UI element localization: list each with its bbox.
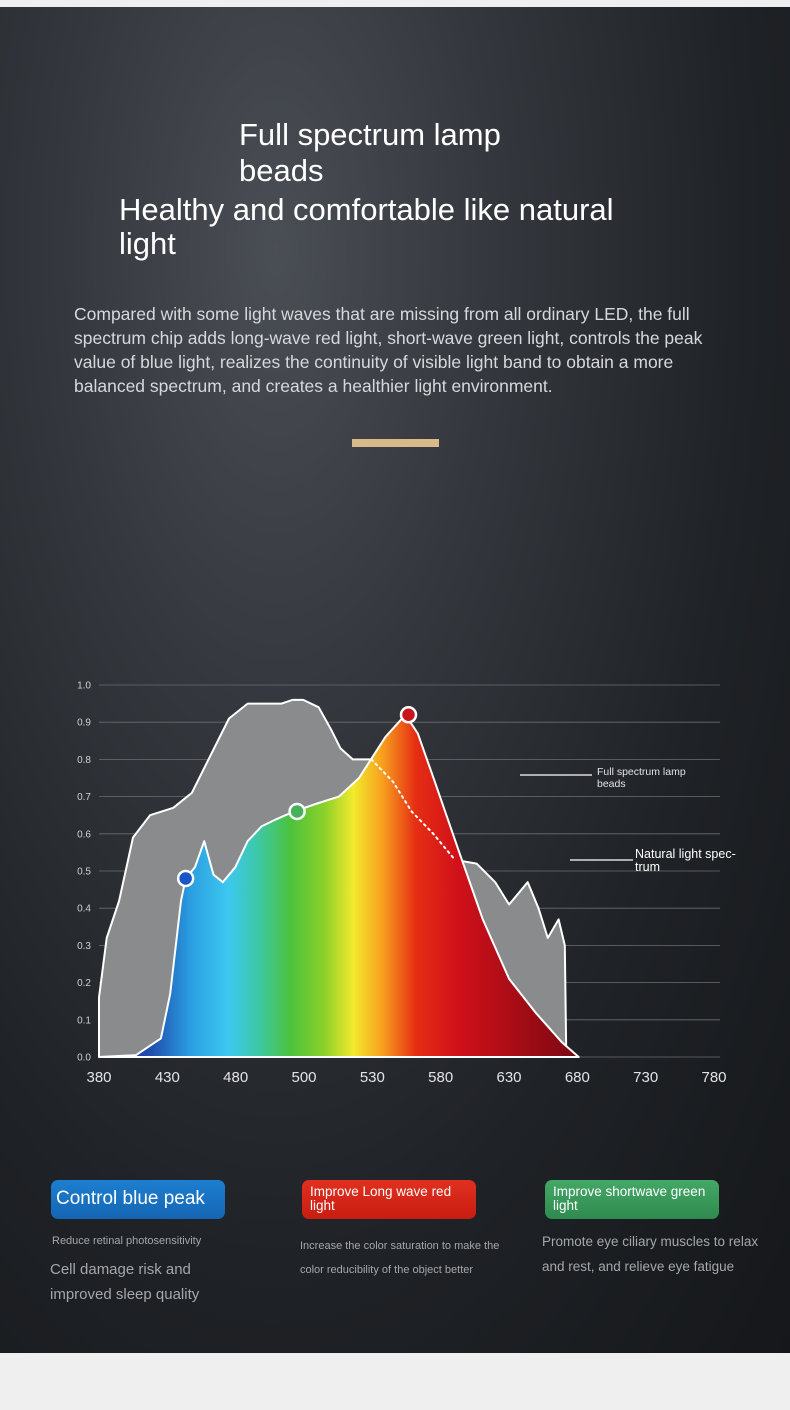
red-peak-marker xyxy=(399,706,418,724)
x-tick-label: 780 xyxy=(701,1069,726,1086)
x-tick-label: 430 xyxy=(155,1069,180,1086)
x-tick-label: 380 xyxy=(86,1069,111,1086)
y-tick-label: 0.8 xyxy=(77,755,91,766)
x-tick-label: 680 xyxy=(565,1069,590,1086)
y-tick-label: 0.5 xyxy=(77,867,91,878)
improve-green-light-title: Improve shortwave green light xyxy=(553,1184,706,1213)
blue-peak-marker xyxy=(176,869,195,888)
description: Compared with some light waves that are … xyxy=(74,304,703,396)
y-tick-label: 1.0 xyxy=(77,681,91,692)
improve-green-light-badge: Improve shortwave green light xyxy=(545,1180,719,1219)
x-tick-label: 630 xyxy=(496,1069,521,1086)
blue-peak-subtitle: Reduce retinal photosensitivity xyxy=(52,1235,202,1247)
y-tick-label: 0.9 xyxy=(77,718,91,729)
x-tick-label: 530 xyxy=(360,1069,385,1086)
improve-red-light-title: Improve Long wave red light xyxy=(310,1184,452,1213)
blue-peak-text: Cell damage risk and improved sleep qual… xyxy=(50,1261,200,1303)
improve-red-light-badge: Improve Long wave red light xyxy=(302,1180,476,1219)
green-light-text: Promote eye ciliary muscles to relax and… xyxy=(542,1234,759,1274)
hero-panel: Full spectrum lamp beads Healthy and com… xyxy=(0,7,790,1353)
y-tick-label: 0.2 xyxy=(77,978,91,989)
heading-line1: Full spectrum lamp beads xyxy=(239,117,501,188)
y-tick-label: 0.3 xyxy=(77,941,91,952)
red-light-text: Increase the color saturation to make th… xyxy=(300,1240,500,1276)
heading-line2: Healthy and comfortable like natural lig… xyxy=(119,192,614,261)
green-marker xyxy=(288,802,306,821)
x-tick-label: 730 xyxy=(633,1069,658,1086)
spectrum-chart: 0.0 0.1 0.2 0.3 0.4 0.5 0.6 0.7 0.8 0.9 1.0 380 430 4… xyxy=(77,681,736,1087)
accent-bar xyxy=(352,439,439,447)
x-tick-label: 500 xyxy=(291,1069,316,1086)
natural-light-dotted xyxy=(370,758,456,861)
y-tick-label: 0.0 xyxy=(77,1053,91,1064)
control-blue-peak-title: Control blue peak xyxy=(56,1188,205,1209)
y-tick-label: 0.7 xyxy=(77,792,91,803)
y-tick-label: 0.1 xyxy=(77,1015,91,1026)
control-blue-peak-badge: Control blue peak xyxy=(51,1180,225,1219)
y-tick-label: 0.4 xyxy=(77,904,91,915)
y-tick-label: 0.6 xyxy=(77,829,91,840)
legend-label-natural: Natural light spec-trum xyxy=(635,847,736,874)
x-tick-label: 480 xyxy=(223,1069,248,1086)
x-tick-label: 580 xyxy=(428,1069,453,1086)
legend-label-full: Full spectrum lamp beads xyxy=(597,766,686,790)
